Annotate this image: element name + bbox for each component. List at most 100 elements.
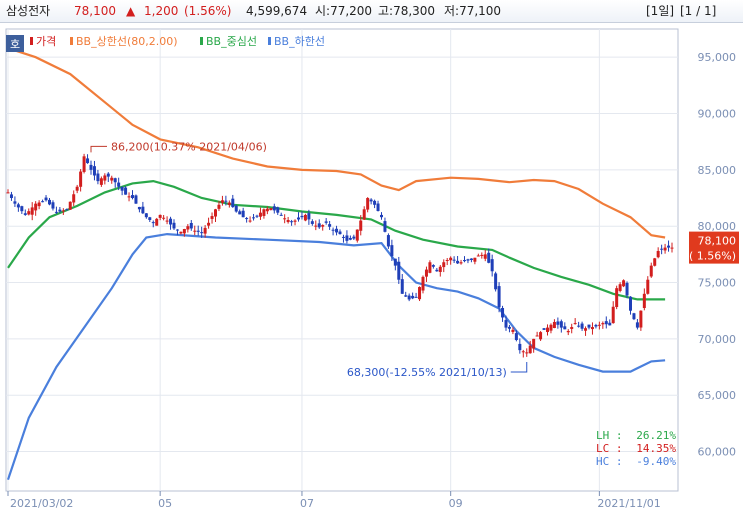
candle-body	[30, 207, 34, 215]
candle-body	[227, 202, 231, 205]
y-tick-label: 65,000	[698, 389, 737, 402]
candle-body	[276, 207, 280, 213]
candle-body	[331, 229, 335, 231]
candle-body	[127, 196, 131, 198]
candle-body	[373, 200, 377, 205]
y-tick-label: 75,000	[698, 277, 737, 290]
candle-body	[110, 177, 114, 181]
candle-body	[48, 199, 51, 205]
page-indicator[interactable]: [1 / 1]	[680, 4, 717, 18]
stat-value: -9.40%	[636, 455, 676, 468]
candle-body	[476, 255, 480, 257]
candle-body	[618, 284, 622, 291]
candle-body	[428, 262, 432, 273]
open-price: 시:77,200	[315, 4, 373, 18]
candle-body	[92, 166, 96, 176]
candle-body	[421, 276, 425, 291]
period-selector[interactable]: [1일]	[646, 4, 675, 18]
candle-body	[151, 222, 155, 224]
candle-body	[103, 175, 107, 181]
candle-body	[480, 254, 484, 256]
legend-label: BB_상한선(80,2.00)	[76, 35, 178, 48]
candle-body	[424, 269, 428, 277]
candle-body	[175, 229, 179, 231]
candle-body	[335, 228, 339, 233]
legend-label: BB_하한선	[274, 34, 325, 48]
candle-body	[352, 236, 356, 239]
stat-label: LH :	[596, 429, 623, 442]
annotation-arrow	[90, 145, 107, 153]
candle-body	[532, 338, 536, 349]
candle-body	[165, 220, 169, 222]
candle-body	[525, 352, 529, 354]
legend-label: 가격	[36, 35, 56, 48]
stat-value: 14.35%	[636, 442, 676, 455]
candle-body	[241, 210, 245, 218]
price-change-pct: (1.56%)	[184, 4, 232, 18]
candle-body	[490, 259, 494, 272]
candle-body	[231, 198, 235, 208]
candle-body	[182, 229, 186, 234]
legend-swatch	[70, 37, 73, 45]
candle-body	[469, 258, 473, 260]
candle-body	[20, 206, 24, 212]
volume: 4,599,674	[246, 4, 308, 18]
candle-body	[359, 220, 363, 231]
candle-body	[79, 171, 83, 187]
y-axis: 95,000 90,000 85,000 80,000 75,000 70,000 65,0…	[689, 51, 739, 459]
candle-body	[234, 205, 238, 212]
candle-body	[44, 197, 48, 201]
price-candles	[6, 153, 674, 358]
chart-svg: 86,200(10.37% 2021/04/06) 68,300(-12.55% …	[5, 28, 739, 510]
candle-body	[549, 324, 553, 331]
candle-body	[345, 235, 349, 241]
candle-body	[144, 213, 148, 218]
candle-body	[68, 201, 72, 210]
candle-body	[34, 203, 38, 211]
price-change: 1,200	[144, 4, 179, 18]
candle-body	[300, 215, 304, 218]
candle-body	[72, 194, 76, 203]
candle-body	[518, 343, 522, 351]
legend-marker: 호	[10, 38, 20, 51]
stats-box: LH : 26.21% LC : 14.35% HC : -9.40%	[596, 429, 676, 468]
candle-body	[207, 222, 211, 226]
stat-label: LC :	[596, 442, 623, 455]
candle-body	[310, 221, 314, 224]
candle-body	[386, 235, 390, 247]
candle-body	[632, 313, 636, 320]
stock-name: 삼성전자	[6, 4, 51, 18]
candle-body	[262, 209, 266, 216]
candle-body	[217, 204, 221, 209]
candle-body	[279, 214, 283, 216]
x-tick-label: 05	[158, 497, 172, 510]
candle-body	[141, 206, 145, 214]
candle-body	[75, 186, 79, 191]
candle-body	[96, 173, 100, 182]
candle-body	[172, 222, 176, 229]
candle-body	[369, 199, 373, 202]
candle-body	[431, 265, 435, 267]
current-price-box	[689, 231, 739, 264]
candle-body	[611, 306, 615, 324]
candle-body	[65, 209, 69, 211]
x-axis: 2021/03/02 05 07 09 2021/11/01	[7, 491, 661, 510]
annotation-low: 68,300(-12.55% 2021/10/13)	[347, 366, 507, 379]
candle-body	[507, 326, 511, 329]
candle-body	[9, 194, 13, 199]
legend-swatch	[30, 37, 33, 45]
candle-body	[58, 209, 62, 212]
candle-body	[265, 208, 269, 212]
candle-body	[407, 295, 411, 300]
legend-swatch	[200, 37, 203, 45]
candle-body	[435, 269, 439, 272]
candle-body	[383, 221, 387, 232]
candle-body	[41, 201, 45, 203]
candle-body	[590, 327, 594, 330]
annotation-arrow	[510, 362, 528, 373]
candle-body	[86, 158, 90, 164]
y-tick-label: 70,000	[698, 333, 737, 346]
candle-body	[6, 192, 10, 194]
candle-body	[224, 200, 228, 202]
candle-body	[552, 321, 556, 329]
